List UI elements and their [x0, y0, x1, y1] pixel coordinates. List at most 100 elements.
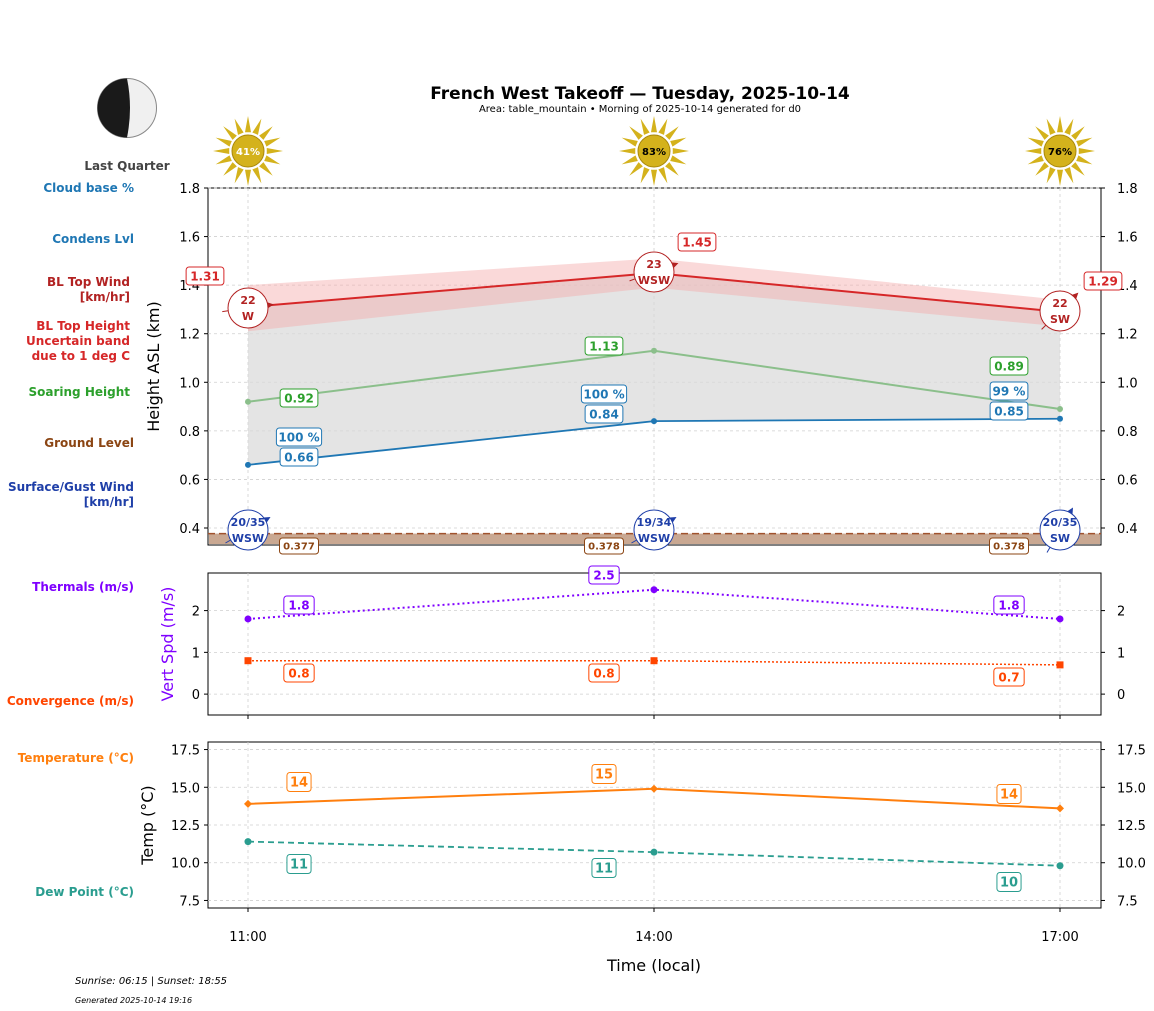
label-soaring: Soaring Height — [29, 385, 131, 399]
sun-ray — [1064, 118, 1074, 135]
temperature-point — [244, 799, 252, 808]
sun-ray — [658, 167, 668, 184]
thermals-line — [247, 588, 1061, 620]
bl-top-label-box: 1.45 — [677, 232, 717, 252]
sun-ray — [1071, 126, 1085, 140]
y-tick-label-right: 17.5 — [1117, 744, 1146, 759]
soaring-label: 0.92 — [284, 391, 314, 405]
sun-ray — [629, 162, 643, 176]
sun-ray — [252, 167, 262, 184]
sun-ray — [1078, 147, 1095, 155]
moon-phase-icon — [97, 78, 157, 138]
sun-ray — [215, 155, 232, 165]
sun-ray — [1056, 169, 1064, 186]
cloud-base-label: 100 % — [583, 387, 624, 401]
bl-wind-barb — [629, 278, 636, 282]
bl-wind-direction: SW — [1050, 313, 1070, 326]
sun-ray — [665, 162, 679, 176]
ground-label: 0.378 — [993, 542, 1025, 553]
condens-label-box: 0.66 — [279, 447, 319, 467]
bl-wind-speed: 23 — [646, 258, 661, 271]
y-tick-label: 1.8 — [179, 182, 200, 197]
y-tick-label-right: 0.8 — [1117, 425, 1138, 440]
sun-ray — [1076, 137, 1093, 147]
y-tick-label-right: 1.6 — [1117, 231, 1138, 246]
label-condens: Condens Lvl — [52, 232, 134, 246]
sun-ray — [629, 126, 643, 140]
y-tick-label-right: 7.5 — [1117, 894, 1138, 909]
sun-ray — [650, 116, 658, 133]
convergence-label: 0.7 — [998, 670, 1019, 684]
label-bl-height-line3: due to 1 deg C — [32, 349, 131, 363]
sun-icon: 83% — [619, 116, 689, 186]
sun-ray — [621, 137, 638, 147]
sun-ray — [244, 169, 252, 186]
label-bl-height-line1: BL Top Height — [36, 319, 130, 333]
sun-ray — [1046, 167, 1056, 184]
ground-label-frame — [584, 537, 624, 555]
soaring-label-box: 1.13 — [584, 336, 624, 356]
sun-ray — [640, 167, 650, 184]
surface-wind-arrow-icon — [1067, 507, 1073, 515]
dewpoint-label-box: 10 — [996, 872, 1022, 892]
temperature-label: 14 — [1000, 788, 1018, 803]
generated-stamp: Generated 2025-10-14 19:16 — [75, 996, 192, 1005]
bl-top-label-box: 1.29 — [1083, 271, 1123, 291]
y-tick-label-right: 12.5 — [1117, 819, 1146, 834]
y-tick-label-right: 1.0 — [1117, 376, 1138, 391]
y-tick-label: 1.6 — [179, 231, 200, 246]
y-tick-label-right: 0.4 — [1117, 522, 1138, 537]
convergence-point — [650, 657, 658, 665]
dewpoint-label-frame — [996, 872, 1022, 892]
thermals-label-frame — [588, 565, 620, 585]
temperature-label-frame — [286, 772, 312, 792]
surface-wind-barb — [1046, 547, 1051, 553]
cloud-base-label-box: 100 % — [275, 427, 323, 447]
bl-gray-fill — [248, 273, 1060, 465]
sun-ray — [223, 126, 237, 140]
cloud-base-label: 100 % — [278, 430, 319, 444]
y-tick-label-right: 1.2 — [1117, 328, 1138, 343]
bl-wind-barb — [1041, 324, 1047, 330]
bl-wind-direction: W — [242, 310, 254, 323]
sun-ray — [264, 155, 281, 165]
soaring-label-box: 0.92 — [279, 388, 319, 408]
surface-wind-speed: 20/35 — [1043, 516, 1078, 529]
sun-icon: 41% — [213, 116, 283, 186]
sun-ray — [266, 147, 283, 155]
y-axis-label-vertical: Vert Spd (m/s) — [158, 587, 177, 702]
surface-wind-barb — [225, 539, 231, 544]
thermals-label: 1.8 — [288, 598, 309, 612]
sun-ray — [658, 118, 668, 135]
y-tick-label-right: 1.8 — [1117, 182, 1138, 197]
bl-wind-arrow-icon — [267, 302, 274, 309]
soaring-label-frame — [279, 388, 319, 408]
condens-label-box: 0.85 — [989, 401, 1029, 421]
soaring-label: 0.89 — [994, 359, 1024, 373]
convergence-label-frame — [588, 663, 620, 683]
y-tick-label: 7.5 — [179, 894, 200, 909]
label-ground: Ground Level — [44, 436, 134, 450]
vertical-speed-panel: 0 0 1 1 2 2 Vert Spd (m/s) 1.8 2.5 1.8 0.8 0.8 0.7 — [158, 565, 1125, 719]
dewpoint-label-box: 11 — [286, 854, 312, 874]
y-tick-label: 0.4 — [179, 522, 200, 537]
y-tick-label: 0.8 — [179, 425, 200, 440]
sun-ray — [670, 155, 687, 165]
soaring-label: 1.13 — [589, 339, 619, 353]
convergence-label-frame — [993, 667, 1025, 687]
soaring-point — [1057, 406, 1063, 412]
x-axis-label: Time (local) — [606, 956, 701, 975]
cloud-base-label-frame — [580, 384, 628, 404]
convergence-point — [244, 657, 252, 665]
thermals-label-box: 1.8 — [993, 595, 1025, 615]
y-tick-label: 2 — [192, 605, 200, 620]
sun-ray — [1056, 116, 1064, 133]
thermals-label: 1.8 — [998, 598, 1019, 612]
surface-wind-circle — [633, 509, 675, 551]
dewpoint-label-box: 11 — [591, 858, 617, 878]
temperature-label-box: 15 — [591, 764, 617, 784]
bl-uncertainty-band — [248, 258, 1060, 332]
label-bl-wind-line1: BL Top Wind — [47, 275, 130, 289]
soaring-point — [651, 347, 657, 354]
temperature-label: 15 — [595, 768, 613, 783]
